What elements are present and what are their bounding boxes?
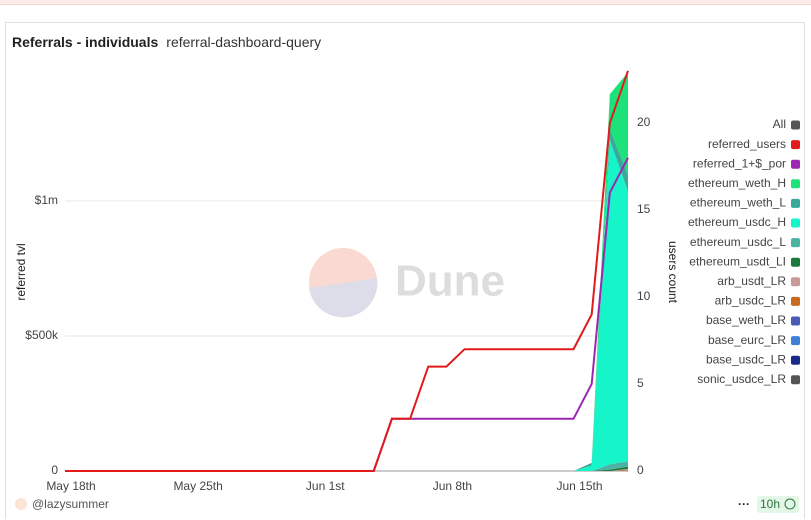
watermark: Dune: [395, 257, 505, 306]
y2-axis-title: users count: [666, 241, 680, 304]
legend-label[interactable]: base_weth_LR: [706, 313, 786, 327]
legend-swatch: [791, 238, 800, 248]
age-check: [784, 498, 796, 510]
legend-label[interactable]: ethereum_usdc_L: [690, 235, 786, 249]
legend-label[interactable]: sonic_usdce_LR: [697, 372, 786, 386]
legend-label[interactable]: arb_usdt_LR: [717, 274, 786, 288]
logo-shade: [309, 278, 378, 318]
legend-label: All: [773, 117, 786, 131]
legend-label[interactable]: base_eurc_LR: [708, 333, 786, 347]
legend-label[interactable]: ethereum_weth_L: [690, 196, 786, 210]
legend-swatch: [791, 159, 800, 169]
y2-tick-label: 5: [637, 376, 644, 390]
legend-label[interactable]: ethereum_usdc_H: [688, 215, 786, 229]
legend-label[interactable]: referred_users: [708, 137, 786, 151]
avatar: [15, 498, 27, 510]
legend-swatch: [791, 355, 800, 365]
x-tick-label: Jun 1st: [306, 479, 345, 493]
y2-tick-label: 0: [637, 463, 644, 477]
y-tick-label: 0: [51, 463, 58, 477]
legend-label[interactable]: base_usdc_LR: [706, 352, 786, 366]
x-tick-label: Jun 15th: [556, 479, 602, 493]
legend-swatch: [791, 296, 800, 306]
line: [65, 70, 629, 472]
age: 10h: [760, 497, 780, 511]
legend-swatch: [791, 179, 800, 189]
legend-swatch: [791, 257, 800, 267]
legend-swatch: [791, 218, 800, 228]
legend-swatch: [791, 316, 800, 326]
card: [5, 22, 805, 519]
legend-label[interactable]: referred_1+$_por: [693, 156, 786, 170]
x-tick-label: May 25th: [173, 479, 222, 493]
legend-swatch: [791, 336, 800, 346]
y-tick-label: $500k: [25, 328, 59, 342]
plot: [65, 70, 629, 472]
title-bar: Referrals - individuals referral-dashboar…: [12, 34, 321, 50]
x-tick-label: May 18th: [46, 479, 95, 493]
area: [65, 461, 628, 471]
legend-label[interactable]: ethereum_usdt_LI: [689, 254, 786, 268]
menu[interactable]: ···: [738, 497, 750, 511]
legend-swatch: [791, 120, 800, 130]
y-tick-label: $1m: [35, 193, 58, 207]
footer-user[interactable]: @lazysummer: [32, 497, 109, 511]
legend-swatch: [791, 277, 800, 287]
legend-swatch: [791, 198, 800, 208]
legend-swatch: [791, 140, 800, 150]
y-axis-title: referred tvl: [14, 243, 28, 300]
y2-tick-label: 15: [637, 202, 651, 216]
y2-tick-label: 20: [637, 115, 651, 129]
legend-label[interactable]: arb_usdc_LR: [715, 294, 787, 308]
x-tick-label: Jun 8th: [433, 479, 472, 493]
y2-tick-label: 10: [637, 289, 651, 303]
query-name[interactable]: referral-dashboard-query: [166, 34, 322, 50]
chart-title: Referrals - individuals: [12, 34, 159, 50]
legend-swatch: [791, 375, 800, 385]
legend-label[interactable]: ethereum_weth_H: [688, 176, 786, 190]
top-bar: [0, 0, 811, 5]
